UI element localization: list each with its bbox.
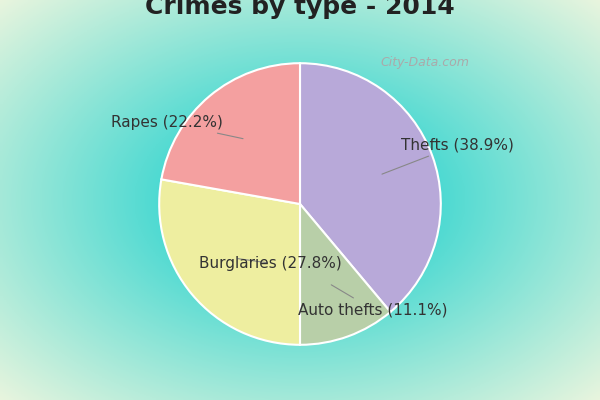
Wedge shape <box>300 204 391 345</box>
Text: Rapes (22.2%): Rapes (22.2%) <box>110 115 243 139</box>
Text: City-Data.com: City-Data.com <box>380 56 469 69</box>
Text: Auto thefts (11.1%): Auto thefts (11.1%) <box>298 285 448 317</box>
Wedge shape <box>161 63 300 204</box>
Text: Burglaries (27.8%): Burglaries (27.8%) <box>199 256 341 271</box>
Text: Thefts (38.9%): Thefts (38.9%) <box>382 137 514 174</box>
Wedge shape <box>159 179 300 345</box>
Wedge shape <box>300 63 441 312</box>
Title: Crimes by type - 2014: Crimes by type - 2014 <box>145 0 455 19</box>
